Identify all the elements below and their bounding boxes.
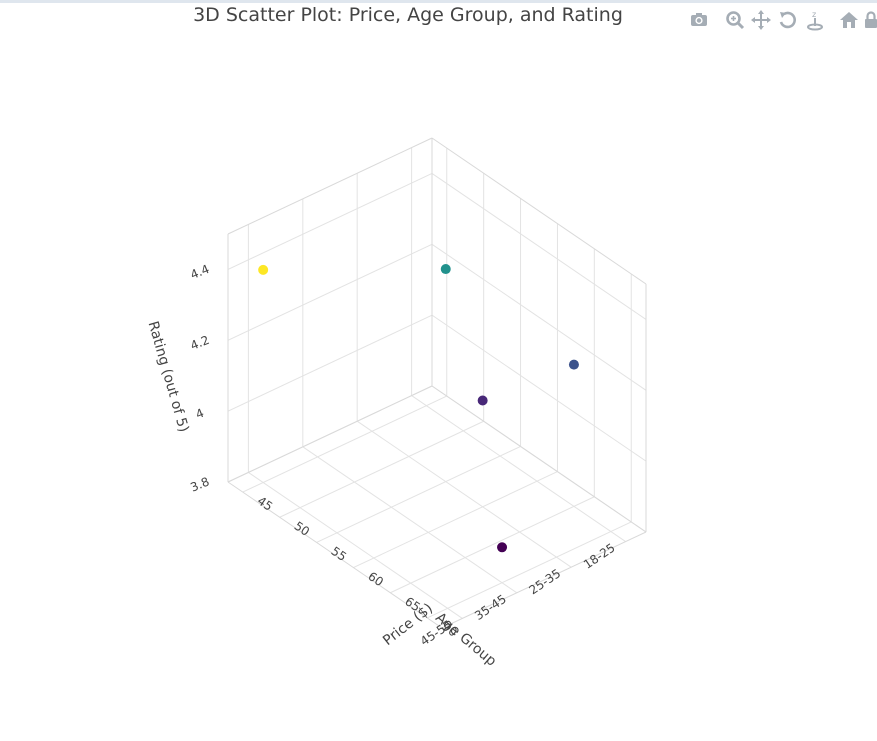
data-point[interactable] (258, 264, 269, 275)
z-tick-label: 4.4 (188, 262, 211, 282)
data-point[interactable] (568, 359, 579, 370)
grid-line (227, 243, 433, 341)
axis-edge-line (227, 137, 433, 235)
tick-labels: 45505560657018-2525-3535-4545-553.844.24… (188, 262, 617, 649)
top-border (0, 0, 877, 3)
grid-lines (227, 137, 647, 629)
grid-line (242, 395, 447, 493)
grid-line (431, 243, 647, 391)
lock-icon[interactable] (860, 9, 877, 31)
z-tick-label: 3.8 (188, 474, 211, 494)
axis-edge-line (431, 137, 647, 285)
home-icon[interactable] (838, 9, 860, 31)
grid-line (279, 420, 484, 518)
chart-title: 3D Scatter Plot: Price, Age Group, and R… (193, 4, 623, 26)
grid-line (431, 314, 647, 462)
z-axis-title: Rating (out of 5) (144, 319, 191, 434)
y-tick-label: 25-35 (527, 566, 564, 597)
grid-line (302, 446, 518, 594)
axis-edge-line (227, 385, 433, 483)
z-tick-label: 4.2 (188, 333, 211, 353)
x-tick-label: 50 (292, 519, 312, 539)
grid-line (390, 496, 595, 594)
axis-edge-line (441, 531, 647, 629)
pan-icon[interactable] (750, 9, 772, 31)
turntable-icon[interactable]: z (804, 9, 826, 31)
data-points (258, 264, 579, 553)
axis-edge-line (227, 481, 443, 629)
data-point[interactable] (497, 542, 508, 553)
y-tick-label: 35-45 (472, 592, 509, 623)
grid-line (353, 471, 558, 569)
svg-text:z: z (812, 10, 816, 19)
zoom-icon[interactable] (724, 9, 746, 31)
grid-line (411, 395, 626, 543)
data-point[interactable] (440, 264, 451, 275)
z-tick-label: 4 (194, 406, 206, 422)
x-tick-label: 45 (255, 494, 275, 514)
grid-line (227, 314, 433, 412)
grid-line (427, 521, 632, 619)
y-axis-title: Age Group (432, 610, 499, 670)
x-tick-label: 55 (329, 544, 349, 564)
camera-icon[interactable] (688, 9, 710, 31)
x-tick-label: 60 (365, 569, 385, 589)
grid-line (227, 172, 433, 270)
grid-line (248, 471, 463, 619)
grid-line (356, 420, 572, 568)
grid-line (431, 173, 647, 320)
orbit-rotate-icon[interactable] (776, 9, 798, 31)
data-point[interactable] (477, 395, 488, 406)
grid-line (316, 445, 521, 543)
y-tick-label: 18-25 (581, 541, 618, 572)
axis-edge-line (431, 385, 647, 533)
